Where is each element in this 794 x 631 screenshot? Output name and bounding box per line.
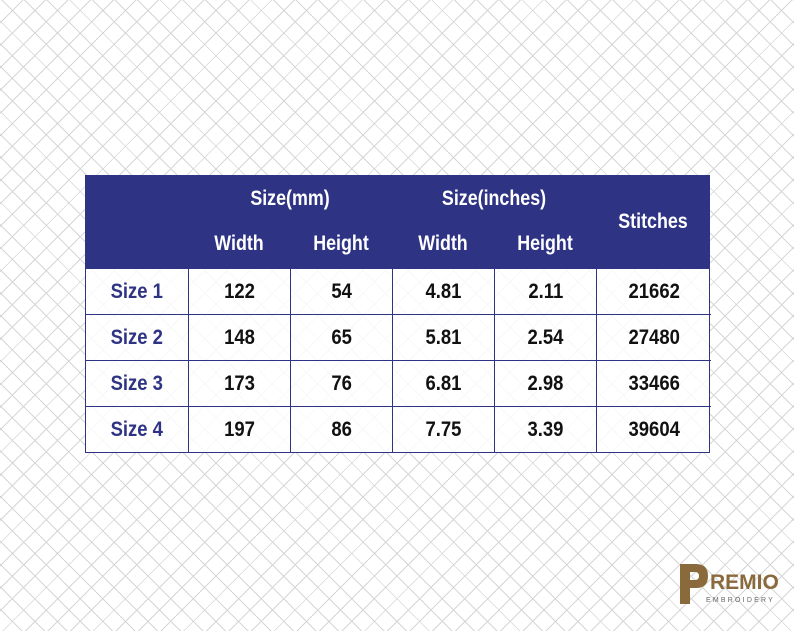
cell-text: 4.81 — [425, 280, 462, 303]
cell-text: 39604 — [628, 418, 680, 441]
column-header: Height — [313, 232, 369, 255]
cell-text: 7.75 — [425, 418, 462, 441]
logo-name: REMIO — [710, 571, 779, 594]
table-cell: 173 — [189, 361, 291, 407]
row-label: Size 4 — [86, 407, 189, 453]
cell-text: Size 1 — [110, 280, 164, 303]
cell-text: 5.81 — [425, 326, 462, 349]
table-header: Size(mm) Size(inches) Width Height Width… — [85, 175, 710, 268]
cell-text: 197 — [224, 418, 255, 441]
cell-text: 122 — [224, 280, 255, 303]
table-cell: 148 — [189, 315, 291, 361]
row-label: Size 1 — [86, 269, 189, 315]
table-cell: 6.81 — [393, 361, 495, 407]
logo-tagline: EMBROIDERY — [706, 597, 775, 604]
group-header: Size(mm) — [250, 187, 330, 210]
cell-text: 3.39 — [527, 418, 564, 441]
logo: REMIO EMBROIDERY — [680, 564, 779, 604]
size-table: Size(mm) Size(inches) Width Height Width… — [85, 175, 711, 453]
column-header: Height — [517, 232, 573, 255]
table-cell: 7.75 — [393, 407, 495, 453]
row-label: Size 2 — [86, 315, 189, 361]
table-cell: 54 — [291, 269, 393, 315]
table-cell: 4.81 — [393, 269, 495, 315]
table-cell: 122 — [189, 269, 291, 315]
table-cell: 76 — [291, 361, 393, 407]
group-header: Size(inches) — [441, 187, 547, 210]
cell-text: 33466 — [628, 372, 680, 395]
column-header: Stitches — [618, 210, 688, 233]
logo-icon — [680, 564, 708, 604]
cell-text: Size 3 — [110, 372, 164, 395]
cell-text: 76 — [331, 372, 352, 395]
cell-text: 65 — [331, 326, 352, 349]
cell-text: Size 4 — [110, 418, 164, 441]
table-cell: 65 — [291, 315, 393, 361]
cell-text: 54 — [331, 280, 352, 303]
table-body: Size 1 122 54 4.81 2.11 21662 Size 2 148 65 5.81 2… — [85, 268, 711, 453]
cell-text: 148 — [224, 326, 255, 349]
cell-text: 27480 — [628, 326, 680, 349]
cell-text: 21662 — [628, 280, 680, 303]
table-cell: 3.39 — [495, 407, 597, 453]
cell-text: 2.11 — [528, 280, 563, 303]
cell-text: 6.81 — [425, 372, 462, 395]
table-cell: 27480 — [597, 315, 711, 361]
column-header: Width — [418, 232, 468, 255]
cell-text: Size 2 — [110, 326, 164, 349]
cell-text: 2.98 — [527, 372, 564, 395]
cell-text: 173 — [224, 372, 255, 395]
table-cell: 33466 — [597, 361, 711, 407]
table-cell: 5.81 — [393, 315, 495, 361]
row-label: Size 3 — [86, 361, 189, 407]
table-cell: 86 — [291, 407, 393, 453]
table-cell: 197 — [189, 407, 291, 453]
table-cell: 39604 — [597, 407, 711, 453]
cell-text: 86 — [331, 418, 352, 441]
table-cell: 2.54 — [495, 315, 597, 361]
table-cell: 2.98 — [495, 361, 597, 407]
table-cell: 21662 — [597, 269, 711, 315]
cell-text: 2.54 — [527, 326, 564, 349]
table-cell: 2.11 — [495, 269, 597, 315]
column-header: Width — [214, 232, 264, 255]
